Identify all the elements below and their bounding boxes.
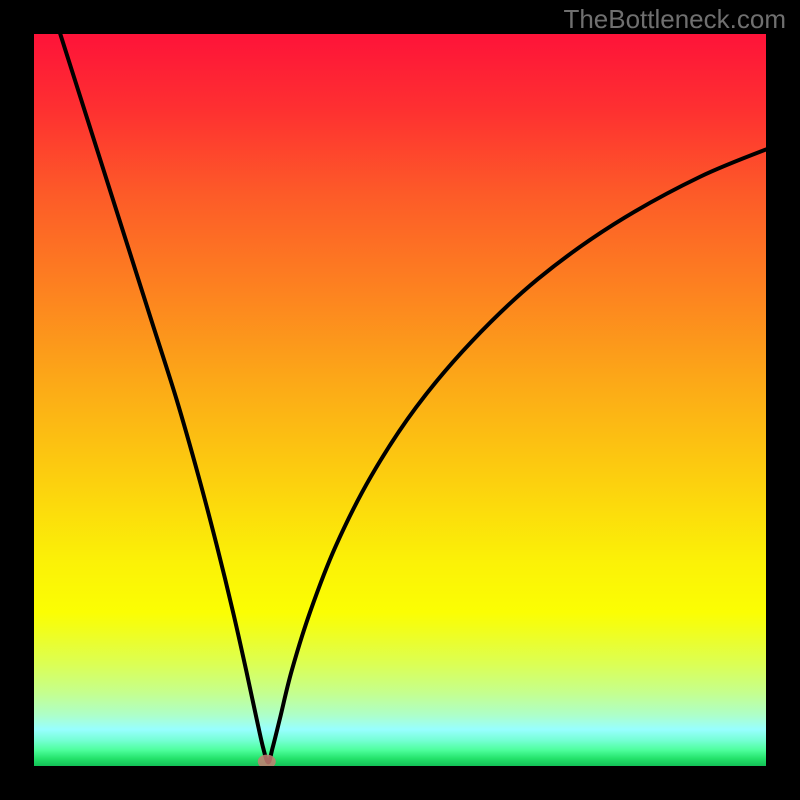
canvas: TheBottleneck.com [0,0,800,800]
plot-svg [34,34,766,766]
watermark-text: TheBottleneck.com [563,4,786,35]
plot-area [34,34,766,766]
gradient-background [34,34,766,766]
